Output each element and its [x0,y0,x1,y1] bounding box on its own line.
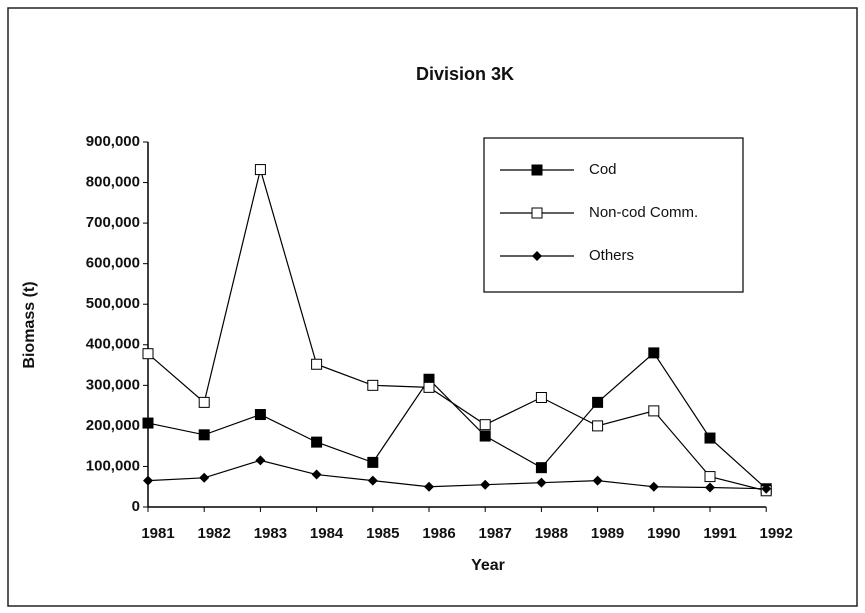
marker [535,462,547,474]
marker [198,429,210,441]
y-tick-label: 400,000 [86,336,140,353]
y-tick-label: 0 [132,498,140,515]
x-tick-label: 1986 [422,525,455,542]
marker [254,164,266,176]
x-tick-label: 1984 [310,525,344,542]
frame [7,7,858,607]
marker [704,471,716,483]
marker [423,381,435,393]
marker [592,396,604,408]
x-tick-label: 1991 [703,525,736,542]
marker [532,251,542,261]
marker [142,348,154,360]
marker [592,420,604,432]
marker [535,392,547,403]
x-tick-label: 1982 [198,525,231,542]
marker [367,475,378,486]
marker [648,405,660,417]
marker [311,358,323,370]
series-line [147,459,767,490]
y-tick-label: 200,000 [86,417,140,434]
chart-title: Division 3K [416,64,514,84]
legend-label: Non-cod Comm. [589,204,698,221]
y-tick-label: 900,000 [86,133,140,150]
x-tick-label: 1985 [366,525,399,542]
series-line [147,351,767,490]
y-tick-label: 800,000 [86,174,140,191]
marker [254,409,266,421]
marker [255,455,266,466]
series-line [147,167,767,492]
y-tick-label: 600,000 [86,255,140,272]
marker [480,479,491,490]
x-axis-label: Year [471,557,505,574]
marker [311,436,323,448]
marker [367,379,379,391]
x-tick-label: 1983 [254,525,287,542]
legend-label: Others [589,247,634,264]
marker [704,432,716,444]
marker [143,475,153,486]
x-tick-label: 1992 [760,525,793,542]
y-tick-label: 500,000 [86,295,140,312]
marker [424,481,434,492]
x-tick-label: 1990 [647,525,680,542]
marker [479,430,491,442]
marker [367,456,379,468]
x-tick-label: 1981 [141,525,174,542]
marker [479,419,491,431]
marker [199,472,210,483]
marker [705,482,715,493]
marker [761,483,772,494]
marker [531,164,543,176]
y-axis-label: Biomass (t) [21,281,38,368]
legend-label: Cod [589,161,617,178]
y-tick-label: 700,000 [86,214,140,231]
marker [536,477,547,488]
x-tick-label: 1988 [535,525,568,542]
marker [531,207,543,219]
y-tick-label: 300,000 [86,376,140,393]
marker [311,469,322,480]
marker [198,396,210,408]
legend-box [483,137,744,293]
marker [648,481,659,492]
marker [142,417,154,429]
marker [592,475,603,486]
x-tick-label: 1987 [479,525,512,542]
y-tick-label: 100,000 [86,457,140,474]
x-tick-label: 1989 [591,525,624,542]
marker [648,347,660,359]
